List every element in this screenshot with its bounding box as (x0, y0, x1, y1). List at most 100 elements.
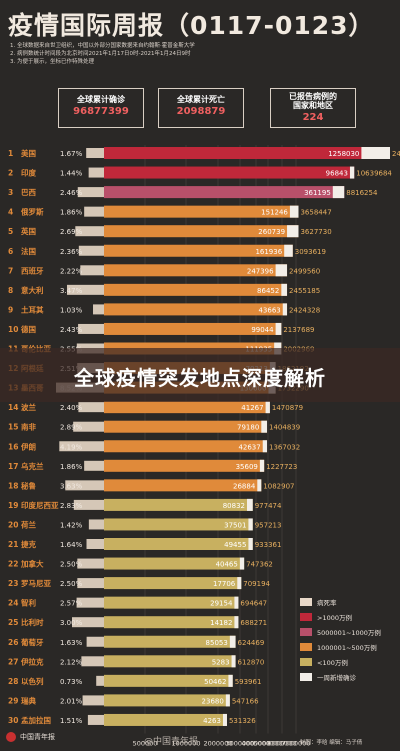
row-country: 意大利 (21, 285, 44, 295)
row-fatality: 2.46% (60, 189, 83, 197)
summary-deaths-box: 全球累计死亡 2098879 (158, 88, 244, 128)
weekly-bar (237, 577, 242, 590)
row-weekly-new: 4263 (203, 717, 221, 725)
row-total: 688271 (240, 619, 267, 627)
row-total: 3627730 (300, 228, 331, 236)
legend-item: 5000001~1000万例 (300, 624, 381, 639)
row-total: 1227723 (266, 463, 297, 471)
axis-tick-label: 7000000 (282, 740, 311, 748)
row-rank: 6 (8, 247, 13, 256)
row-weekly-new: 40465 (216, 561, 238, 569)
row-weekly-new: 37501 (224, 521, 246, 529)
row-rank: 23 (8, 579, 18, 588)
legend-label: 一周新增确诊 (317, 673, 356, 682)
legend-label: 1000001~500万例 (317, 643, 377, 652)
row-country: 德国 (21, 324, 36, 334)
fatality-bar (87, 714, 104, 725)
legend-label: 5000001~1000万例 (317, 628, 381, 637)
row-fatality: 3.00% (60, 619, 83, 627)
notes: 1. 全球数据来自世卫组织，中国以外部分国家数据来自约翰斯·霍普金斯大学 2. … (10, 42, 195, 66)
row-rank: 16 (8, 442, 18, 451)
row-rank: 4 (8, 208, 13, 217)
total-bar (104, 655, 236, 668)
overlay-banner (0, 348, 400, 402)
fatality-bar (75, 226, 104, 237)
row-total: 2455185 (289, 287, 320, 295)
weekly-bar (287, 225, 299, 238)
row-rank: 26 (8, 638, 18, 647)
row-country: 以色列 (21, 676, 44, 686)
row-weekly-new: 43663 (258, 306, 280, 314)
fatality-bar (82, 695, 104, 706)
row-country: 孟加拉国 (21, 715, 51, 725)
row-fatality: 2.69% (60, 228, 83, 236)
row-weekly-new: 260739 (258, 228, 285, 236)
row-country: 波兰 (21, 402, 36, 412)
row-total: 933361 (255, 541, 282, 549)
row-fatality: 1.64% (60, 541, 83, 549)
cases-label: 全球累计确诊 (77, 95, 125, 104)
row-total: 977474 (255, 502, 282, 510)
fatality-bar (77, 187, 104, 198)
row-fatality: 1.86% (60, 463, 83, 471)
fatality-bar (78, 402, 104, 413)
row-fatality: 2.36% (60, 248, 83, 256)
row-weekly-new: 85053 (206, 639, 228, 647)
total-bar (104, 283, 288, 296)
row-rank: 19 (8, 501, 18, 510)
total-bar (104, 186, 345, 199)
row-country: 土耳其 (21, 304, 44, 314)
row-rank: 7 (8, 266, 13, 275)
total-bar (104, 244, 293, 257)
weekly-bar (247, 498, 253, 511)
row-weekly-new: 14182 (210, 619, 232, 627)
fatality-bar (80, 265, 104, 276)
row-weekly-new: 1258030 (328, 150, 359, 158)
weekly-bar (222, 713, 227, 726)
row-total: 8816254 (346, 189, 378, 197)
row-total: 24982615 (392, 150, 400, 158)
row-fatality: 2.50% (60, 561, 83, 569)
row-weekly-new: 151246 (261, 209, 288, 217)
row-total: 1470879 (272, 404, 303, 412)
weekly-bar (275, 264, 288, 277)
total-bar (104, 479, 262, 492)
legend: 病死率 >1000万例 5000001~1000万例 1000001~500万例… (300, 594, 381, 684)
weekly-bar (265, 401, 270, 414)
row-country: 罗马尼亚 (21, 579, 51, 588)
row-weekly-new: 361195 (304, 189, 331, 197)
weekly-bar (275, 322, 282, 335)
legend-label: >1000万例 (317, 613, 352, 622)
total-bar (104, 694, 230, 707)
weekly-bar (361, 147, 390, 159)
row-country: 南非 (21, 422, 36, 432)
total-bar (104, 166, 355, 179)
header: 疫情国际周报（0117-0123） 1. 全球数据来自世卫组织，中国以外部分国家… (0, 0, 400, 70)
weekly-bar (262, 440, 268, 453)
axis-tick-label: 1000000 (172, 740, 201, 748)
axis-tick-label: 4000000 (242, 740, 271, 748)
weekly-bar (284, 244, 293, 257)
row-rank: 28 (8, 677, 18, 686)
row-rank: 1 (8, 149, 13, 158)
row-fatality: 4.19% (60, 443, 83, 451)
logo-text: 中国青年报 (20, 733, 55, 741)
fatality-bar (84, 206, 104, 217)
axis-tick-label: 5000000 (254, 740, 283, 748)
summary-cases-box: 全球累计确诊 96877399 (58, 88, 144, 128)
total-bar (104, 577, 242, 590)
row-weekly-new: 5283 (212, 658, 230, 666)
row-fatality: 3.63% (60, 482, 83, 490)
weekly-bar (229, 635, 236, 648)
fatality-bar (65, 480, 104, 491)
total-bar (104, 401, 270, 414)
row-total: 2499560 (289, 267, 320, 275)
deaths-value: 2098879 (176, 106, 226, 117)
row-weekly-new: 96843 (326, 170, 348, 178)
weekly-bar (259, 459, 265, 472)
total-bar (104, 264, 288, 277)
row-country: 荷兰 (20, 519, 36, 529)
row-rank: 8 (8, 286, 13, 295)
axis-tick-label: 500000 (133, 740, 158, 748)
watermark: @中国青年报 (144, 737, 199, 747)
